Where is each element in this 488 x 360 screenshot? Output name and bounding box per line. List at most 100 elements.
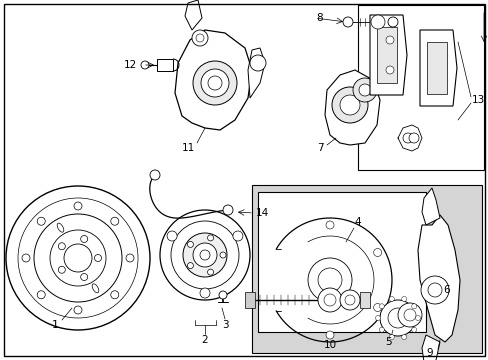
Circle shape [388, 297, 393, 301]
Polygon shape [421, 188, 439, 225]
Polygon shape [359, 292, 369, 308]
Polygon shape [421, 282, 441, 302]
Circle shape [220, 252, 225, 258]
Circle shape [317, 268, 341, 292]
Circle shape [325, 331, 333, 339]
Circle shape [81, 274, 87, 280]
Circle shape [339, 95, 359, 115]
Circle shape [401, 297, 406, 301]
Bar [251, 185, 481, 353]
Circle shape [207, 76, 222, 90]
Circle shape [387, 308, 407, 328]
Circle shape [232, 231, 243, 241]
Polygon shape [175, 30, 251, 130]
Ellipse shape [92, 284, 99, 293]
Circle shape [403, 309, 415, 321]
Circle shape [373, 303, 381, 311]
Circle shape [58, 243, 65, 250]
Polygon shape [417, 215, 459, 342]
Circle shape [387, 17, 397, 27]
Circle shape [37, 217, 45, 225]
Polygon shape [369, 15, 406, 95]
Circle shape [345, 295, 354, 305]
Circle shape [207, 269, 213, 275]
Circle shape [373, 248, 381, 256]
Circle shape [167, 231, 177, 241]
Polygon shape [184, 0, 202, 30]
Circle shape [200, 250, 209, 260]
Polygon shape [421, 335, 439, 360]
Circle shape [427, 283, 441, 297]
Circle shape [37, 291, 45, 299]
Circle shape [324, 294, 335, 306]
Circle shape [126, 254, 134, 262]
Circle shape [249, 55, 265, 71]
Circle shape [201, 69, 228, 97]
Circle shape [370, 15, 384, 29]
Circle shape [111, 217, 119, 225]
Circle shape [379, 327, 384, 332]
Circle shape [317, 288, 341, 312]
Circle shape [219, 291, 226, 299]
Circle shape [34, 214, 122, 302]
Polygon shape [419, 30, 456, 106]
Text: 1: 1 [51, 320, 59, 330]
Circle shape [187, 242, 193, 247]
Polygon shape [426, 42, 446, 94]
Circle shape [397, 303, 421, 327]
Circle shape [207, 235, 213, 241]
Circle shape [74, 202, 82, 210]
Circle shape [192, 30, 207, 46]
Circle shape [402, 133, 412, 143]
Circle shape [358, 84, 370, 96]
Circle shape [352, 78, 376, 102]
Circle shape [385, 36, 393, 44]
Text: 7: 7 [316, 143, 323, 153]
Circle shape [187, 262, 193, 269]
Circle shape [420, 276, 448, 304]
Circle shape [339, 290, 359, 310]
Circle shape [379, 304, 384, 309]
Circle shape [325, 221, 333, 229]
Circle shape [342, 17, 352, 27]
Circle shape [141, 61, 149, 69]
Circle shape [223, 205, 232, 215]
Polygon shape [325, 70, 379, 145]
Text: 9: 9 [426, 348, 432, 358]
Circle shape [331, 87, 367, 123]
Circle shape [193, 243, 217, 267]
Bar [258, 192, 425, 332]
Circle shape [408, 133, 418, 143]
Text: 8: 8 [316, 13, 323, 23]
Text: 3: 3 [221, 320, 228, 330]
Circle shape [200, 288, 209, 298]
Circle shape [411, 327, 416, 332]
Circle shape [171, 221, 239, 289]
Text: 10: 10 [323, 340, 336, 350]
Circle shape [193, 61, 237, 105]
Text: 12: 12 [123, 60, 136, 70]
Circle shape [6, 186, 150, 330]
Circle shape [375, 315, 380, 320]
Bar [357, 5, 483, 170]
Polygon shape [376, 27, 396, 83]
Circle shape [58, 266, 65, 273]
Ellipse shape [57, 223, 63, 232]
Circle shape [388, 334, 393, 339]
Circle shape [307, 258, 351, 302]
Text: 14: 14 [255, 208, 268, 218]
Text: 11: 11 [181, 143, 194, 153]
Polygon shape [247, 48, 264, 98]
Circle shape [111, 291, 119, 299]
Circle shape [196, 34, 203, 42]
Text: 4: 4 [354, 217, 361, 227]
Circle shape [150, 170, 160, 180]
Text: 5: 5 [384, 337, 390, 347]
Circle shape [50, 230, 106, 286]
Circle shape [385, 66, 393, 74]
Polygon shape [244, 292, 254, 308]
Circle shape [160, 210, 249, 300]
Circle shape [401, 334, 406, 339]
Circle shape [81, 235, 87, 243]
Circle shape [94, 255, 102, 261]
